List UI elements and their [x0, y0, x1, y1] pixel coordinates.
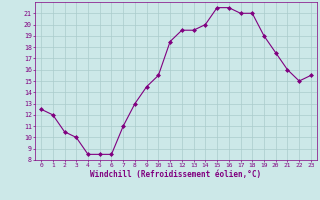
X-axis label: Windchill (Refroidissement éolien,°C): Windchill (Refroidissement éolien,°C) [91, 170, 261, 179]
